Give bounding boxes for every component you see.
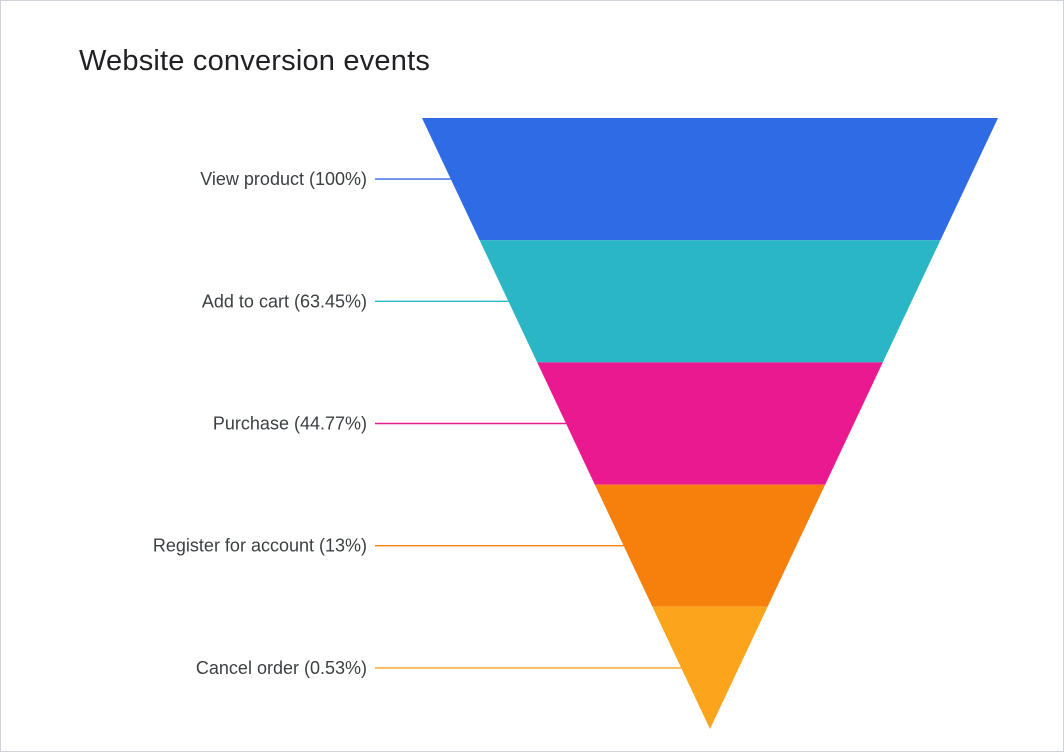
funnel-segment-add-to-cart[interactable]: [479, 240, 941, 363]
stage-label-view-product: View product (100%): [200, 169, 367, 189]
funnel-segment-cancel-order[interactable]: [652, 606, 768, 729]
funnel-segment-purchase[interactable]: [537, 362, 883, 485]
funnel-segment-view-product[interactable]: [422, 118, 998, 241]
stage-label-add-to-cart: Add to cart (63.45%): [202, 291, 367, 311]
funnel-segment-register-for-account[interactable]: [594, 484, 826, 607]
stage-label-purchase: Purchase (44.77%): [213, 414, 367, 434]
stage-label-register-for-account: Register for account (13%): [153, 536, 367, 556]
stage-label-cancel-order: Cancel order (0.53%): [196, 658, 367, 678]
chart-title: Website conversion events: [79, 45, 431, 77]
